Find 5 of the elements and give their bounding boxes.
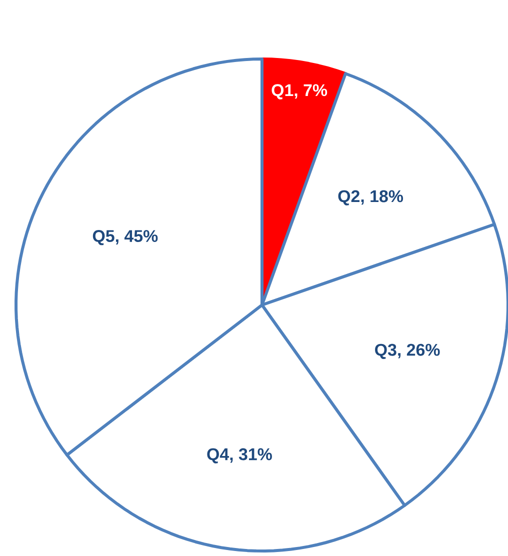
slice-label: Q5, 45% xyxy=(92,230,158,246)
slice-label: Q2, 18% xyxy=(338,190,404,206)
slice-label: Q1, 7% xyxy=(272,84,328,100)
slice-label: Q3, 26% xyxy=(375,344,440,359)
slice-label: Q4, 31% xyxy=(207,448,272,464)
